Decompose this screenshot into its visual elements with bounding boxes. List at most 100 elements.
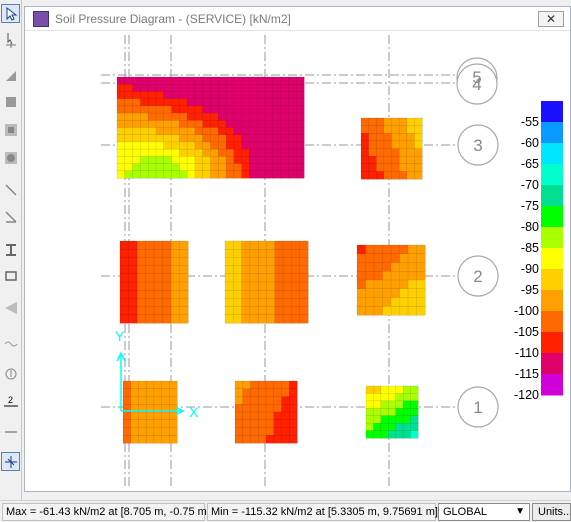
mesh-cell: [417, 289, 426, 298]
mesh-cell: [125, 120, 133, 128]
line-icon[interactable]: [1, 180, 20, 199]
soil-pressure-window[interactable]: Soil Pressure Diagram - (SERVICE) [kN/m2…: [24, 6, 571, 492]
mesh-cell: [140, 128, 148, 136]
divider-icon[interactable]: [1, 422, 20, 441]
snap-icon[interactable]: [1, 452, 20, 471]
footing-mat[interactable]: [117, 77, 304, 178]
mesh-cell: [381, 393, 389, 401]
mesh-cell: [242, 315, 251, 324]
mesh-cell: [281, 106, 289, 114]
mesh-cell: [129, 257, 138, 266]
mesh-cell: [195, 106, 203, 114]
mesh-cell: [125, 99, 133, 107]
mesh-cell: [249, 164, 257, 172]
mesh-cell: [226, 149, 234, 157]
mesh-cell: [242, 106, 250, 114]
circle-icon[interactable]: [1, 148, 20, 167]
mesh-cell: [400, 306, 409, 315]
pointer-icon[interactable]: [1, 4, 20, 23]
mesh-cell: [225, 241, 234, 250]
mesh-cell: [274, 435, 282, 443]
max-value-readout: Max = -61.43 kN/m2 at [8.705 m, -0.75 m]: [2, 503, 205, 521]
column-icon[interactable]: [1, 240, 20, 259]
mesh-cell: [243, 397, 251, 405]
mesh-cell: [267, 241, 276, 250]
dimension-icon[interactable]: 2: [1, 392, 20, 411]
mesh-cell: [288, 84, 296, 92]
mesh-cell: [403, 393, 411, 401]
mesh-cell: [148, 149, 156, 157]
mesh-cell: [203, 142, 211, 150]
mesh-cell: [283, 266, 292, 275]
footing-1a[interactable]: [123, 381, 177, 443]
reshape-icon[interactable]: [1, 30, 20, 49]
coordinate-system-select[interactable]: GLOBAL ▼: [438, 503, 530, 521]
mesh-cell: [171, 282, 180, 291]
footing-2b[interactable]: [225, 241, 308, 323]
mesh-cell: [407, 156, 415, 164]
units-button[interactable]: Units...: [532, 503, 571, 521]
mesh-cell: [283, 282, 292, 291]
mesh-cell: [242, 249, 251, 258]
footing-1c[interactable]: [366, 386, 418, 438]
close-button[interactable]: ✕: [538, 11, 564, 27]
area-icon[interactable]: [1, 66, 20, 85]
mesh-cell: [289, 428, 297, 436]
mesh-cell: [282, 428, 290, 436]
mesh-cell: [195, 142, 203, 150]
mesh-cell: [235, 404, 243, 412]
mesh-cell: [234, 113, 242, 121]
mesh-cell: [400, 298, 409, 307]
mesh-cell: [388, 401, 396, 409]
mesh-cell: [407, 149, 415, 157]
mesh-cell: [296, 156, 304, 164]
footing-3c[interactable]: [361, 118, 422, 179]
mesh-cell: [289, 397, 297, 405]
mesh-cell: [211, 91, 219, 99]
mesh-cell: [171, 307, 180, 316]
footing-1b[interactable]: [235, 381, 297, 443]
mesh-cell: [137, 290, 146, 299]
mesh-cell: [283, 249, 292, 258]
mesh-cell: [163, 241, 172, 250]
chevron-down-icon: ▼: [515, 504, 525, 520]
mesh-cell: [123, 381, 131, 389]
mesh-cell: [146, 298, 155, 307]
footing-2a[interactable]: [120, 241, 188, 323]
wall-icon[interactable]: [1, 266, 20, 285]
footing-2c[interactable]: [357, 245, 425, 315]
mesh-cell: [203, 120, 211, 128]
mesh-cell: [249, 84, 257, 92]
slab-icon[interactable]: [1, 120, 20, 139]
mesh-cell: [123, 412, 131, 420]
mesh-cell: [251, 435, 259, 443]
mesh-cell: [281, 84, 289, 92]
mesh-cell: [249, 77, 257, 85]
brace-icon[interactable]: [1, 207, 20, 226]
mesh-cell: [234, 142, 242, 150]
mesh-cell: [164, 164, 172, 172]
window-titlebar[interactable]: Soil Pressure Diagram - (SERVICE) [kN/m2…: [25, 7, 570, 31]
rectangle-icon[interactable]: [1, 92, 20, 111]
point-icon[interactable]: [1, 364, 20, 383]
mesh-cell: [125, 171, 133, 179]
mesh-cell: [180, 266, 189, 275]
mesh-cell: [265, 128, 273, 136]
mesh-cell: [211, 99, 219, 107]
mesh-cell: [138, 412, 146, 420]
legend-swatch: [541, 143, 563, 165]
grid-bubble-4-label: 4: [472, 75, 481, 94]
ramp-icon[interactable]: [1, 298, 20, 317]
legend-swatch: [541, 185, 563, 207]
mesh-cell: [273, 77, 281, 85]
mesh-cell: [258, 266, 267, 275]
mesh-cell: [396, 416, 404, 424]
tendon-icon[interactable]: [1, 334, 20, 353]
mesh-cell: [225, 257, 234, 266]
mesh-cell: [250, 241, 259, 250]
mesh-cell: [376, 164, 384, 172]
mesh-cell: [391, 263, 400, 272]
mesh-cell: [154, 249, 163, 258]
legend-value-label: -120: [514, 388, 539, 402]
